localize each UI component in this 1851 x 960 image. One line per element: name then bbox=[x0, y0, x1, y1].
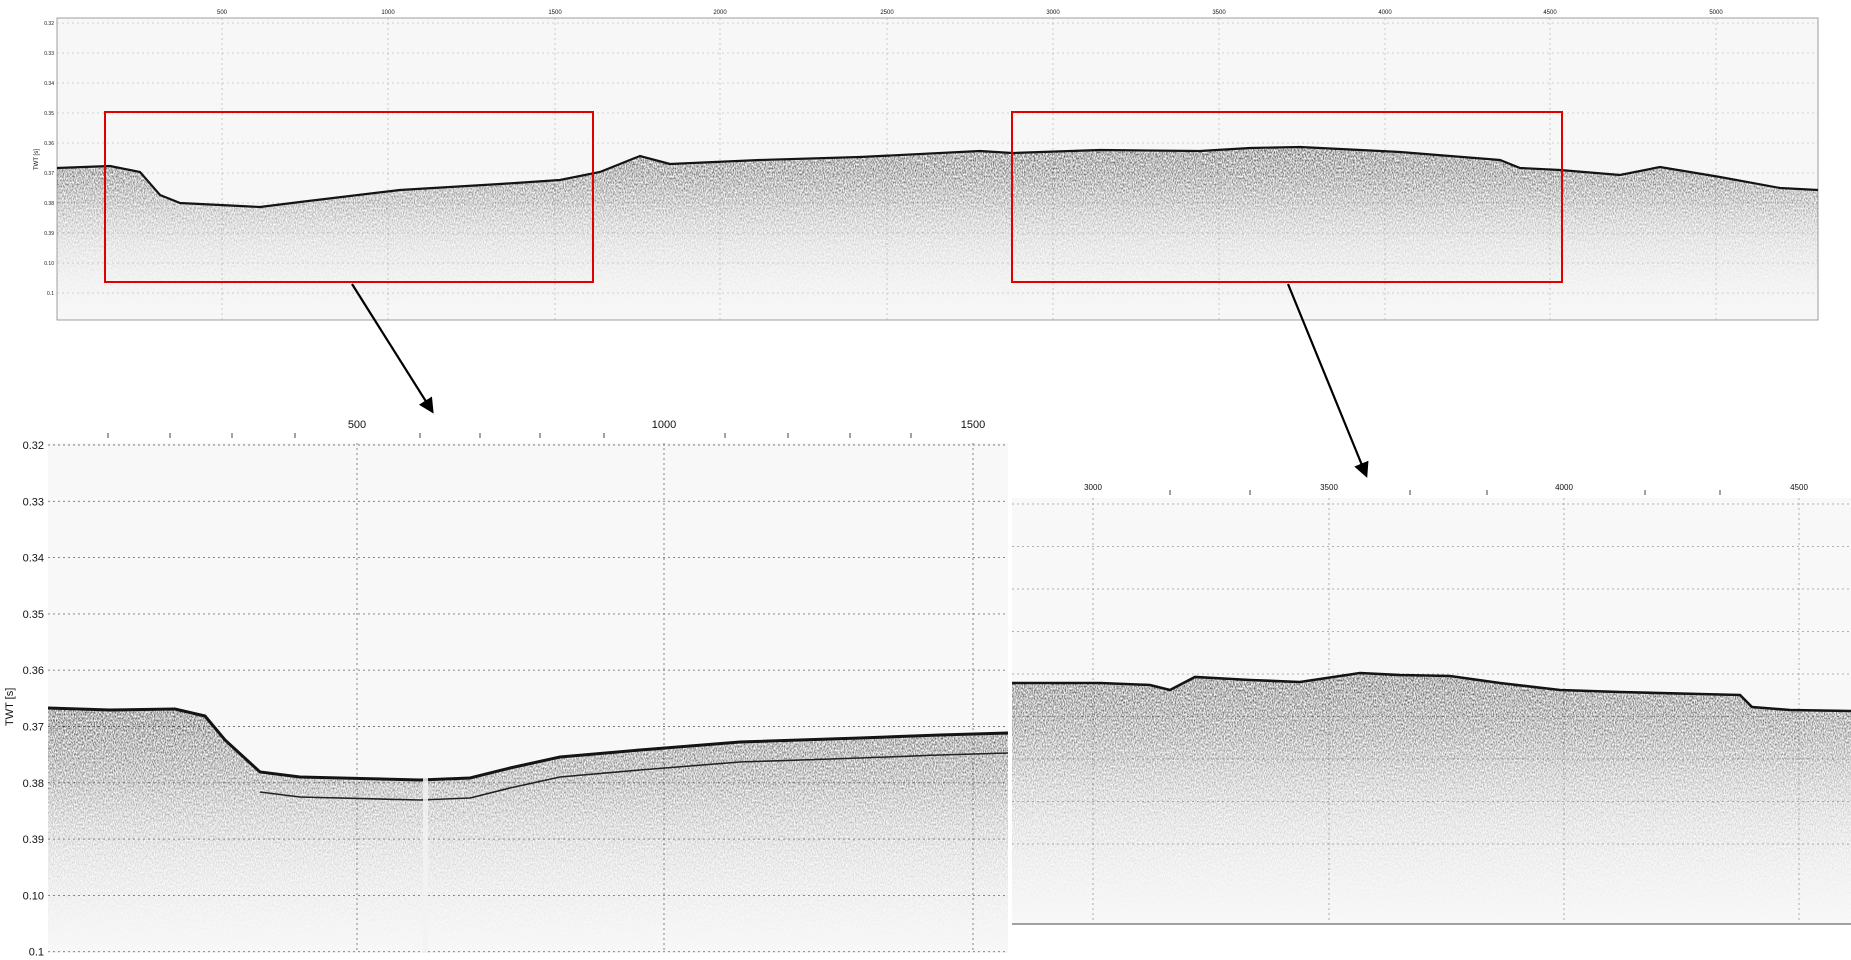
left-zoom-panel: 500 1000 1500 0.32 0.33 0.34 0.35 0.36 0.37 0.38… bbox=[4, 419, 1009, 959]
left-zoom-y-axis-label: TWT [s] bbox=[4, 688, 16, 726]
left-zoom-subsurface bbox=[48, 708, 1008, 950]
overview-x-tick-label: 1000 bbox=[381, 10, 395, 16]
overview-x-tick-label: 3500 bbox=[1212, 10, 1226, 16]
left-zoom-seafloor-reflector bbox=[47, 706, 1009, 782]
right-zoom-x-tick-label: 3000 bbox=[1084, 483, 1102, 492]
overview-y-tick-label: 0.36 bbox=[44, 141, 54, 147]
left-zoom-y-tick-label: 0.33 bbox=[23, 496, 44, 508]
left-zoom-y-ticks: 0.32 0.33 0.34 0.35 0.36 0.37 0.38 0.39 0.10 0.1 bbox=[23, 440, 44, 959]
right-zoom-panel: 3000 3500 4000 4500 bbox=[1012, 483, 1851, 925]
overview-x-tick-label: 4000 bbox=[1378, 10, 1392, 16]
left-zoom-vertical-artifact bbox=[423, 778, 428, 953]
overview-x-tick-label: 1500 bbox=[548, 10, 562, 16]
overview-x-tick-label: 3000 bbox=[1046, 10, 1060, 16]
overview-x-ticks: 500 1000 1500 2000 2500 3000 3500 4000 4500 5000 bbox=[217, 10, 1723, 16]
overview-x-tick-label: 500 bbox=[217, 10, 228, 16]
left-zoom-x-ticks: 500 1000 1500 bbox=[348, 419, 985, 431]
zoom-box-left bbox=[104, 111, 594, 283]
overview-x-tick-label: 4500 bbox=[1543, 10, 1557, 16]
arrow-to-right-zoom bbox=[1286, 283, 1369, 478]
right-zoom-x-ticks: 3000 3500 4000 4500 bbox=[1084, 483, 1808, 492]
left-zoom-y-tick-label: 0.32 bbox=[23, 440, 44, 452]
overview-y-tick-label: 0.33 bbox=[44, 51, 54, 57]
overview-y-tick-label: 0.32 bbox=[44, 21, 54, 27]
overview-y-tick-label: 0.37 bbox=[44, 171, 54, 177]
overview-y-tick-label: 0.39 bbox=[44, 231, 54, 237]
overview-x-tick-label: 2500 bbox=[880, 10, 894, 16]
arrow-to-left-zoom bbox=[351, 283, 434, 414]
left-zoom-y-tick-label: 0.34 bbox=[23, 553, 44, 565]
right-zoom-x-tick-label: 3500 bbox=[1320, 483, 1338, 492]
overview-y-tick-label: 0.35 bbox=[44, 111, 54, 117]
left-zoom-x-tick-label: 1500 bbox=[961, 419, 985, 431]
overview-x-tick-label: 2000 bbox=[713, 10, 727, 16]
left-zoom-y-tick-label: 0.37 bbox=[23, 722, 44, 734]
overview-y-axis-label: TWT [s] bbox=[34, 149, 40, 170]
overview-y-tick-label: 0.34 bbox=[44, 81, 54, 87]
left-zoom-x-tick-label: 1000 bbox=[652, 419, 676, 431]
left-zoom-y-tick-label: 0.36 bbox=[23, 665, 44, 677]
right-zoom-x-tick-label: 4000 bbox=[1555, 483, 1573, 492]
left-zoom-y-tick-label: 0.1 bbox=[29, 947, 44, 959]
right-zoom-x-tick-label: 4500 bbox=[1790, 483, 1808, 492]
overview-panel: 500 1000 1500 2000 2500 3000 3500 4000 4500 5000 … bbox=[34, 10, 1819, 321]
left-zoom-y-tick-label: 0.39 bbox=[23, 834, 44, 846]
overview-y-tick-label: 0.38 bbox=[44, 201, 54, 207]
left-zoom-y-tick-label: 0.10 bbox=[23, 890, 44, 902]
right-zoom-subsurface bbox=[1012, 673, 1851, 920]
left-zoom-sub-reflector bbox=[259, 752, 1009, 801]
overview-x-tick-label: 5000 bbox=[1709, 10, 1723, 16]
zoom-box-right bbox=[1011, 111, 1563, 283]
overview-y-tick-label: 0.10 bbox=[44, 261, 54, 267]
left-zoom-y-tick-label: 0.38 bbox=[23, 778, 44, 790]
overview-y-ticks: 0.32 0.33 0.34 0.35 0.36 0.37 0.38 0.39 0.10 0.1 bbox=[44, 21, 54, 297]
left-zoom-y-tick-label: 0.35 bbox=[23, 609, 44, 621]
left-zoom-x-tick-label: 500 bbox=[348, 419, 366, 431]
overview-y-tick-label: 0.1 bbox=[47, 291, 54, 297]
overview-seafloor-reflector bbox=[56, 145, 1819, 209]
overview-subsurface bbox=[57, 147, 1818, 305]
right-zoom-seafloor-reflector bbox=[1012, 671, 1851, 713]
